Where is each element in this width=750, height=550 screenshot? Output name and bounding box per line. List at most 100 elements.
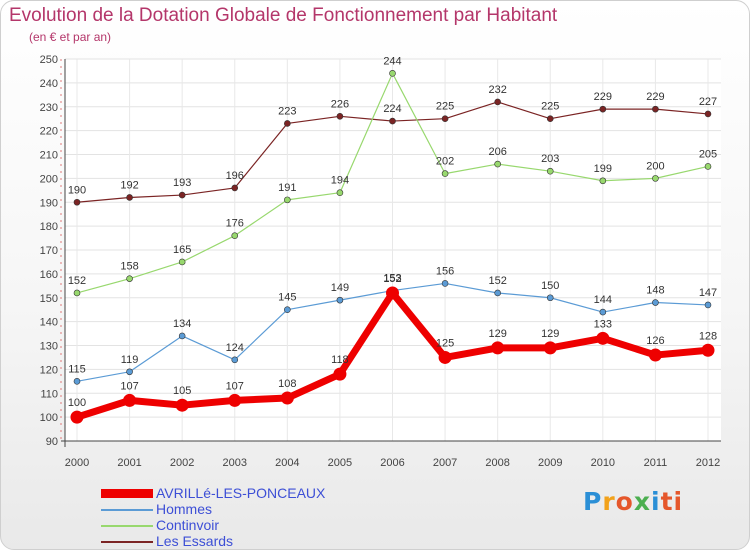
y-tick-label-120: 120: [40, 364, 58, 376]
x-tick-label-2010: 2010: [591, 457, 615, 469]
chart-title: Evolution de la Dotation Globale de Fonc…: [9, 5, 558, 26]
point-continvoir-2006: [389, 70, 396, 77]
point-hommes-2009: [546, 294, 554, 302]
point-les-essards-2007: [441, 115, 449, 122]
data-label-avrille-2002: 105: [173, 385, 191, 397]
x-tick-label-2012: 2012: [696, 457, 720, 469]
data-label-hommes-2002: 134: [173, 318, 191, 330]
y-tick-label-100: 100: [40, 412, 58, 424]
data-label-continvoir-2005: 194: [331, 175, 349, 187]
data-label-avrille-2006: 152: [383, 273, 401, 285]
point-avrille-2003: [228, 393, 242, 407]
point-avrille-2001: [123, 393, 137, 407]
data-label-les-essards-2002: 193: [173, 177, 191, 189]
data-label-les-essards-2010: 229: [594, 91, 612, 103]
legend-label-les-essards: Les Essards: [156, 533, 234, 549]
x-tick-label-2011: 2011: [644, 457, 668, 469]
data-label-avrille-2012: 128: [699, 330, 717, 342]
point-avrille-2002: [175, 398, 189, 412]
point-hommes-2008: [494, 289, 501, 297]
point-avrille-2007: [438, 350, 452, 364]
logo-letter-2: r: [602, 487, 616, 516]
point-continvoir-2004: [284, 196, 291, 204]
point-les-essards-2005: [336, 113, 344, 120]
point-les-essards-2010: [599, 105, 607, 113]
point-les-essards-2003: [231, 184, 239, 192]
data-label-avrille-2008: 129: [488, 328, 506, 340]
data-label-hommes-2003: 124: [226, 342, 244, 354]
point-avrille-2010: [596, 331, 610, 345]
point-hommes-2004: [284, 306, 291, 313]
data-label-avrille-2001: 107: [120, 380, 138, 392]
point-les-essards-2012: [704, 110, 712, 118]
point-avrille-2012: [701, 343, 715, 357]
point-continvoir-2000: [73, 289, 81, 297]
data-label-continvoir-2001: 158: [120, 261, 138, 273]
data-label-continvoir-2011: 200: [646, 160, 664, 172]
logo-letter-3: o: [615, 487, 634, 516]
point-les-essards-2008: [494, 98, 501, 106]
data-label-les-essards-2004: 223: [278, 105, 296, 117]
point-les-essards-2000: [73, 198, 81, 206]
data-label-les-essards-2003: 196: [226, 170, 244, 182]
data-label-hommes-2000: 115: [68, 363, 86, 375]
y-tick-label-150: 150: [40, 293, 58, 305]
data-label-hommes-2001: 119: [121, 354, 139, 366]
data-label-les-essards-2005: 226: [331, 98, 349, 110]
legend-swatch-continvoir: [101, 525, 153, 527]
point-avrille-2011: [648, 348, 662, 362]
data-label-hommes-2011: 148: [646, 285, 664, 297]
point-avrille-2005: [333, 367, 347, 381]
y-tick-label-180: 180: [40, 221, 58, 233]
point-avrille-2008: [491, 341, 505, 355]
data-label-les-essards-2007: 225: [436, 101, 454, 113]
point-les-essards-2001: [126, 194, 133, 201]
y-tick-label-200: 200: [40, 173, 58, 185]
point-les-essards-2002: [178, 191, 186, 199]
point-continvoir-2008: [494, 160, 501, 168]
point-continvoir-2001: [126, 275, 133, 282]
point-avrille-2000: [70, 410, 84, 424]
data-label-hommes-2012: 147: [699, 287, 717, 299]
point-hommes-2002: [178, 332, 186, 340]
point-hommes-2001: [126, 368, 133, 376]
data-label-avrille-2007: 125: [436, 337, 454, 349]
point-continvoir-2010: [599, 177, 607, 185]
y-tick-label-210: 210: [40, 150, 58, 162]
x-tick-label-2001: 2001: [117, 457, 141, 469]
data-label-continvoir-2000: 152: [68, 275, 86, 287]
data-label-continvoir-2010: 199: [594, 163, 612, 175]
data-label-continvoir-2012: 205: [699, 148, 717, 160]
data-label-avrille-2011: 126: [646, 335, 664, 347]
point-avrille-2009: [543, 341, 557, 355]
y-tick-label-160: 160: [40, 269, 58, 281]
legend-swatch-avrille: [101, 489, 153, 498]
chart-subtitle: (en € et par an): [29, 30, 112, 44]
data-label-les-essards-2000: 190: [68, 184, 86, 196]
point-les-essards-2011: [652, 105, 659, 113]
point-les-essards-2004: [284, 120, 291, 127]
point-continvoir-2009: [546, 167, 554, 175]
data-label-hommes-2006: 153: [383, 273, 401, 285]
data-label-avrille-2000: 100: [68, 397, 86, 409]
x-tick-label-2000: 2000: [65, 457, 89, 469]
y-tick-label-240: 240: [40, 78, 58, 90]
point-hommes-2012: [704, 301, 712, 309]
legend-label-continvoir: Continvoir: [156, 517, 220, 533]
x-tick-label-2006: 2006: [380, 457, 404, 469]
point-les-essards-2009: [546, 115, 554, 122]
data-label-continvoir-2006: 244: [383, 55, 401, 67]
point-hommes-2011: [652, 299, 659, 306]
logo-letter-1: P: [583, 487, 603, 516]
y-tick-label-130: 130: [40, 341, 58, 353]
data-label-hommes-2010: 144: [594, 294, 612, 306]
y-tick-label-220: 220: [40, 126, 58, 138]
y-tick-label-230: 230: [40, 102, 58, 114]
data-label-continvoir-2003: 176: [226, 218, 244, 230]
point-hommes-2003: [231, 356, 239, 364]
x-tick-label-2005: 2005: [328, 457, 352, 469]
data-label-avrille-2009: 129: [541, 328, 559, 340]
data-label-hommes-2007: 156: [436, 265, 454, 277]
